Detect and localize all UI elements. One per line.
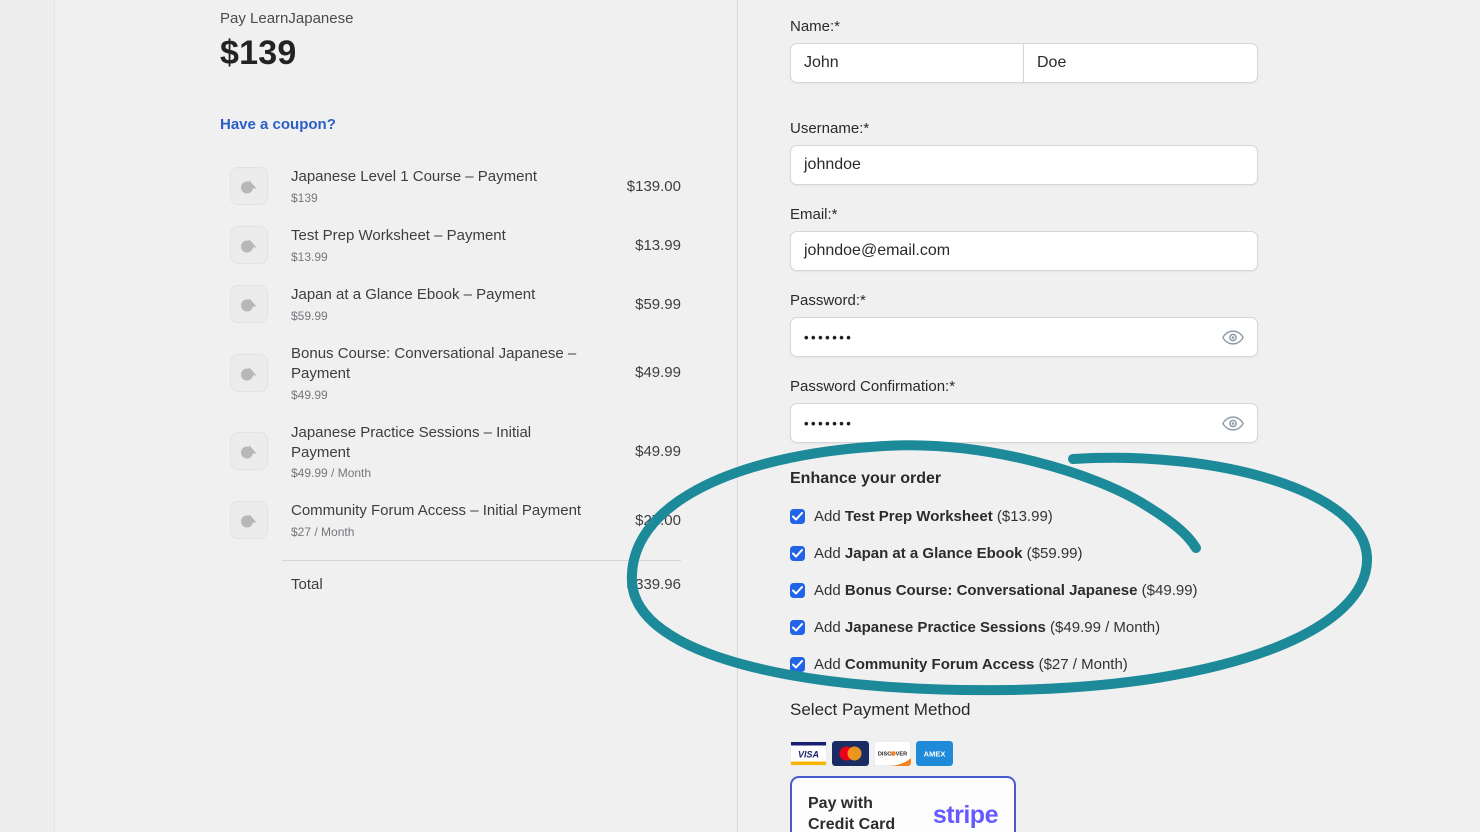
product-image-placeholder-icon <box>230 167 268 205</box>
window-edge-strip <box>0 0 55 832</box>
item-price: $59.99 <box>635 295 681 313</box>
enhance-order-heading: Enhance your order <box>790 470 942 487</box>
upsell-option[interactable]: Add Test Prep Worksheet ($13.99) <box>790 508 1258 525</box>
order-summary-panel: Pay LearnJapanese $139 Have a coupon? Ja… <box>220 10 681 593</box>
checkout-form: Name:* John Doe Username:* johndoe Email… <box>790 18 1258 832</box>
upsell-option[interactable]: Add Community Forum Access ($27 / Month) <box>790 656 1258 673</box>
item-price: $49.99 <box>635 364 681 382</box>
password-label: Password:* <box>790 292 866 309</box>
order-item: Test Prep Worksheet – Payment $13.99 $13… <box>230 226 681 264</box>
item-subtitle: $59.99 <box>291 308 328 323</box>
password-masked-value: ••••••• <box>804 329 854 345</box>
product-image-placeholder-icon <box>230 501 268 539</box>
checkbox-checked-icon[interactable] <box>790 620 805 635</box>
show-password-eye-icon[interactable] <box>1222 415 1244 431</box>
upsell-option[interactable]: Add Japanese Practice Sessions ($49.99 / M… <box>790 619 1258 636</box>
total-label: Total <box>291 576 323 593</box>
order-item-list: Japanese Level 1 Course – Payment $139 $… <box>220 167 681 539</box>
accepted-cards: VISA DISCOVER AMEX <box>790 741 1258 766</box>
show-password-eye-icon[interactable] <box>1222 329 1244 345</box>
coupon-link[interactable]: Have a coupon? <box>220 116 336 133</box>
total-row: Total $339.96 <box>220 576 681 593</box>
item-title: Japan at a Glance Ebook – Payment <box>291 286 536 304</box>
svg-text:VISA: VISA <box>798 750 819 760</box>
pay-with-credit-card-button[interactable]: Pay with Credit Card stripe <box>790 776 1016 832</box>
item-subtitle: $27 / Month <box>291 524 355 539</box>
item-title: Test Prep Worksheet – Payment <box>291 227 506 245</box>
upsell-label: Add Bonus Course: Conversational Japanese… <box>814 582 1198 599</box>
item-title: Community Forum Access – Initial Payment <box>291 502 582 520</box>
order-item: Japan at a Glance Ebook – Payment $59.99… <box>230 285 681 323</box>
name-label: Name:* <box>790 18 841 35</box>
total-value: $339.96 <box>626 576 681 593</box>
checkbox-checked-icon[interactable] <box>790 657 805 672</box>
email-field[interactable]: johndoe@email.com <box>790 231 1258 271</box>
password-field[interactable]: ••••••• <box>790 317 1258 357</box>
amex-card-icon: AMEX <box>916 741 953 766</box>
pay-button-label: Pay with Credit Card <box>808 795 896 832</box>
product-image-placeholder-icon <box>230 285 268 323</box>
mastercard-card-icon <box>832 741 869 766</box>
upsell-option[interactable]: Add Bonus Course: Conversational Japanese… <box>790 582 1258 599</box>
svg-text:AMEX: AMEX <box>924 750 946 759</box>
upsell-label: Add Community Forum Access ($27 / Month) <box>814 656 1128 673</box>
order-item: Japanese Practice Sessions – Initial Pay… <box>230 423 681 480</box>
product-image-placeholder-icon <box>230 353 268 392</box>
item-price: $139.00 <box>626 177 681 195</box>
checkbox-checked-icon[interactable] <box>790 583 805 598</box>
item-price: $27.00 <box>635 511 681 529</box>
password-confirmation-label: Password Confirmation:* <box>790 378 956 395</box>
item-subtitle: $49.99 <box>291 387 328 402</box>
total-divider <box>282 560 681 561</box>
visa-card-icon: VISA <box>790 741 827 766</box>
email-label: Email:* <box>790 206 838 223</box>
column-divider <box>737 0 738 832</box>
last-name-field[interactable]: Doe <box>1023 43 1258 83</box>
username-field[interactable]: johndoe <box>790 145 1258 185</box>
item-subtitle: $49.99 / Month <box>291 466 372 480</box>
password-confirmation-field[interactable]: ••••••• <box>790 403 1258 443</box>
order-item: Bonus Course: Conversational Japanese – … <box>230 344 681 402</box>
upsell-label: Add Test Prep Worksheet ($13.99) <box>814 508 1053 525</box>
item-title: Japanese Level 1 Course – Payment <box>291 168 537 186</box>
item-title: Japanese Practice Sessions – Initial Pay… <box>291 423 532 461</box>
upsell-option[interactable]: Add Japan at a Glance Ebook ($59.99) <box>790 545 1258 562</box>
first-name-field[interactable]: John <box>790 43 1024 83</box>
upsell-label: Add Japan at a Glance Ebook ($59.99) <box>814 545 1083 562</box>
merchant-label: Pay LearnJapanese <box>220 10 354 27</box>
stripe-logo: stripe <box>932 800 999 829</box>
checkbox-checked-icon[interactable] <box>790 546 805 561</box>
password-confirmation-masked-value: ••••••• <box>804 415 854 431</box>
order-item: Community Forum Access – Initial Payment… <box>230 501 681 539</box>
username-label: Username:* <box>790 120 870 137</box>
order-item: Japanese Level 1 Course – Payment $139 $… <box>230 167 681 205</box>
product-image-placeholder-icon <box>230 226 268 264</box>
item-title: Bonus Course: Conversational Japanese – … <box>291 345 577 383</box>
checkbox-checked-icon[interactable] <box>790 509 805 524</box>
item-price: $49.99 <box>635 442 681 460</box>
upsell-label: Add Japanese Practice Sessions ($49.99 / M… <box>814 619 1161 636</box>
discover-card-icon: DISCOVER <box>874 741 911 766</box>
payment-method-heading: Select Payment Method <box>790 700 971 719</box>
product-image-placeholder-icon <box>230 432 268 471</box>
item-subtitle: $13.99 <box>291 249 328 264</box>
item-subtitle: $139 <box>291 190 318 205</box>
item-price: $13.99 <box>635 236 681 254</box>
order-amount: $139 <box>220 34 297 72</box>
